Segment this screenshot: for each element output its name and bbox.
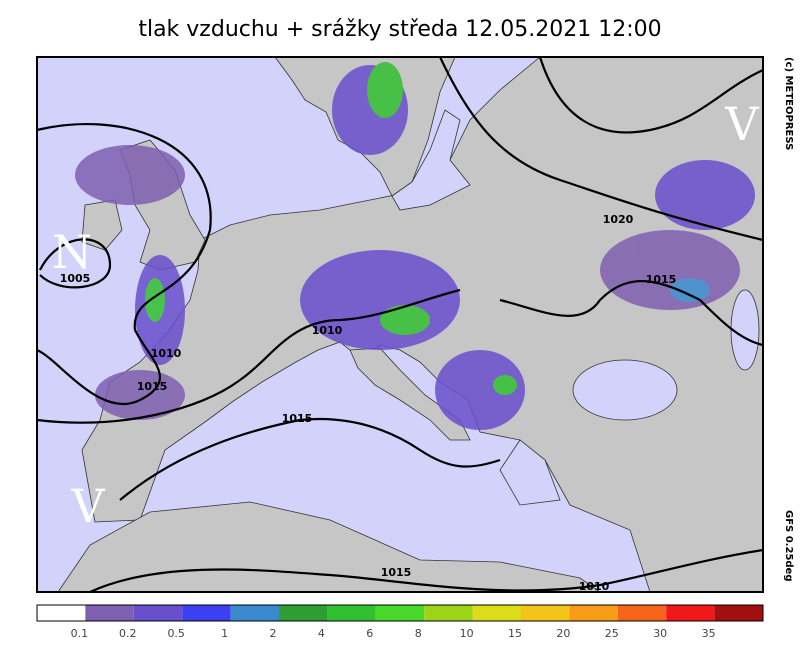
- legend-label: 15: [508, 627, 522, 640]
- map: 1005 1010 1015 1010 1015 1015 1010 1020 …: [36, 56, 764, 594]
- legend-label: 20: [556, 627, 570, 640]
- precip-area: [493, 375, 517, 395]
- pressure-center: V: [70, 479, 105, 533]
- caspian-sea: [730, 289, 760, 371]
- isobar: [36, 288, 461, 424]
- isobar: [89, 548, 764, 594]
- precip-area: [435, 350, 525, 430]
- legend-swatch: [182, 605, 231, 621]
- isobars: [36, 56, 764, 594]
- legend-swatch: [375, 605, 425, 621]
- precipitation: [75, 62, 755, 430]
- isobar: [499, 279, 764, 347]
- isobar: [119, 417, 501, 501]
- pressure-center: N: [52, 225, 92, 279]
- isobar-label: 1015: [646, 273, 677, 286]
- isobar-label: 1010: [579, 580, 610, 593]
- baltic-sea: [391, 109, 471, 211]
- isobar-label: 1010: [312, 324, 343, 337]
- isobar: [36, 123, 212, 406]
- legend-swatch: [521, 605, 570, 621]
- model-label: GFS 0.25deg: [783, 510, 794, 582]
- legend-swatch: [279, 605, 328, 621]
- legend-swatch: [230, 605, 279, 621]
- legend-label: 1: [221, 627, 228, 640]
- legend-label: 8: [415, 627, 422, 640]
- isobar-label: 1015: [282, 412, 313, 425]
- legend-label: 0.1: [71, 627, 89, 640]
- isobar-label: 1005: [60, 272, 91, 285]
- legend-swatch: [714, 605, 763, 621]
- legend-frame: [36, 604, 764, 622]
- legend-label: 0.5: [167, 627, 185, 640]
- legend-label: 25: [605, 627, 619, 640]
- legend-label: 4: [318, 627, 325, 640]
- legend-swatch: [85, 605, 134, 621]
- legend-label: 35: [702, 627, 716, 640]
- precip-area: [95, 370, 185, 420]
- isobar: [39, 238, 112, 289]
- isobar-label: 1010: [151, 347, 182, 360]
- legend-swatch: [37, 605, 86, 621]
- isobar-label: 1015: [137, 380, 168, 393]
- legend-swatch: [133, 605, 183, 621]
- legend-label: 0.2: [119, 627, 137, 640]
- legend: 0.1 0.2 0.5 1 2 4 6 8 10 15 20 25 30 35: [36, 604, 764, 640]
- precip-area: [145, 278, 165, 322]
- precip-area: [367, 62, 403, 118]
- copyright: (c) METEOPRESS: [783, 57, 794, 150]
- legend-swatch: [617, 605, 667, 621]
- italy: [349, 347, 471, 441]
- isobar-label: 1020: [603, 213, 634, 226]
- precip-area: [380, 305, 430, 335]
- legend-label: 6: [366, 627, 373, 640]
- precip-area: [655, 160, 755, 230]
- legend-swatch: [327, 605, 376, 621]
- legend-swatch: [424, 605, 473, 621]
- precip-area: [670, 278, 710, 302]
- isobar-labels: 1005 1010 1015 1010 1015 1015 1010 1020 …: [60, 213, 677, 593]
- legend-swatch: [569, 605, 618, 621]
- map-frame: [36, 56, 764, 593]
- pressure-center: V: [724, 97, 759, 151]
- isobar: [538, 56, 764, 134]
- precip-area: [600, 230, 740, 310]
- title: tlak vzduchu + srážky středa 12.05.2021 …: [138, 17, 661, 42]
- legend-swatch: [472, 605, 521, 621]
- legend-label: 10: [460, 627, 474, 640]
- legend-label: 2: [270, 627, 277, 640]
- isobar: [439, 56, 764, 242]
- isobar-label: 1015: [381, 566, 412, 579]
- legend-swatch: [666, 605, 715, 621]
- legend-label: 30: [653, 627, 667, 640]
- precip-area: [75, 145, 185, 205]
- aegean-sea: [499, 439, 561, 506]
- black-sea: [572, 359, 678, 421]
